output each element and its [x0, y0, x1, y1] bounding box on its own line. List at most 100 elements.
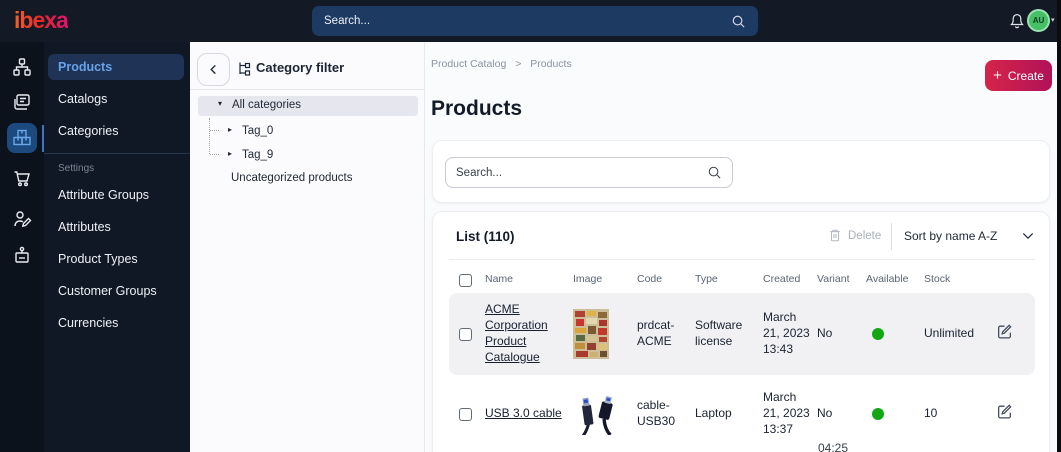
- column-header-variant: Variant: [817, 273, 850, 286]
- global-search[interactable]: [312, 6, 758, 36]
- sidebar-item-label: Customer Groups: [58, 284, 157, 298]
- column-header-code: Code: [637, 273, 663, 286]
- edit-icon[interactable]: [996, 403, 1013, 420]
- tree-connector: [210, 130, 219, 131]
- table-row[interactable]: USB 3.0 cable: [449, 375, 1035, 452]
- sidebar-item-label: Product Types: [58, 252, 138, 266]
- panel-title: Category filter: [256, 60, 345, 75]
- product-type: Software license: [695, 318, 743, 348]
- desktop-edge: [1057, 0, 1061, 452]
- caret-right-icon[interactable]: ▸: [228, 149, 233, 158]
- category-tree-icon: [239, 62, 251, 76]
- sitemap-icon[interactable]: [12, 57, 32, 77]
- tree-item-tag-9[interactable]: ▸ Tag_9: [198, 146, 418, 166]
- product-code: cable-USB30: [637, 398, 676, 428]
- settings-section-label: Settings: [58, 163, 95, 174]
- tree-item-label: Uncategorized products: [231, 172, 353, 184]
- sidebar-item-currencies[interactable]: Currencies: [58, 316, 118, 330]
- sidebar-item-label: Catalogs: [58, 92, 108, 106]
- product-search-input[interactable]: [456, 166, 707, 179]
- column-header-type: Type: [695, 273, 718, 286]
- sidebar-item-label: Products: [58, 60, 113, 74]
- tree-item-uncategorized-products[interactable]: Uncategorized products: [198, 169, 418, 189]
- caret-down-icon[interactable]: ▾: [218, 99, 223, 108]
- usb-cable-thumbnail: [573, 393, 619, 435]
- product-variant: No: [817, 406, 833, 421]
- ibexa-logo[interactable]: ibexa: [14, 7, 69, 33]
- main-content: Product Catalog > Products + Create Prod…: [425, 42, 1057, 452]
- badge-icon[interactable]: [12, 245, 32, 265]
- active-module-indicator: [42, 125, 44, 152]
- delete-button[interactable]: Delete: [828, 228, 881, 243]
- caret-right-icon[interactable]: ▸: [228, 125, 233, 134]
- acme-product-catalogue-thumbnail: [573, 309, 609, 359]
- select-all-checkbox[interactable]: [459, 273, 472, 287]
- sidebar-item-catalogs[interactable]: Catalogs: [58, 92, 107, 106]
- plus-icon: +: [993, 67, 1002, 84]
- edit-icon[interactable]: [996, 323, 1013, 340]
- tree-item-label: Tag_9: [242, 149, 274, 161]
- sidebar-item-label: Currencies: [58, 316, 119, 330]
- sort-dropdown[interactable]: Sort by name A-Z: [904, 229, 1034, 243]
- row-checkbox[interactable]: [459, 407, 472, 421]
- collapse-panel-button[interactable]: [197, 53, 230, 86]
- trash-icon: [830, 229, 840, 242]
- sidebar-item-customer-groups[interactable]: Customer Groups: [58, 284, 157, 298]
- top-bar: ibexa AU ▾: [0, 0, 1057, 42]
- notifications-bell-icon[interactable]: [1008, 11, 1026, 30]
- sidebar-item-attributes[interactable]: Attributes: [58, 220, 111, 234]
- table-row[interactable]: ACME Corporation Product Catalogue: [449, 293, 1035, 375]
- sidebar-item-label: Attribute Groups: [58, 188, 150, 202]
- chevron-down-icon: [1022, 233, 1034, 239]
- user-menu-caret-icon[interactable]: ▾: [1051, 17, 1055, 24]
- product-search[interactable]: [445, 157, 733, 188]
- breadcrumb-separator: >: [515, 58, 522, 70]
- sidebar-item-product-types[interactable]: Product Types: [58, 252, 138, 266]
- user-edit-icon[interactable]: [12, 209, 32, 229]
- products-table: Name Image Code Type Created Variant Ava…: [449, 267, 1035, 452]
- table-header-row: Name Image Code Type Created Variant Ava…: [449, 267, 1035, 293]
- panel-divider: [190, 89, 425, 90]
- user-avatar[interactable]: AU: [1027, 9, 1050, 32]
- product-stock: 10: [924, 406, 938, 421]
- column-header-available: Available: [866, 273, 909, 286]
- column-header-image: Image: [573, 273, 603, 286]
- product-list-card: List (110) Delete Sort by name A-Z Name: [432, 211, 1050, 452]
- product-code: prdcat-ACME: [637, 318, 675, 348]
- breadcrumb: Product Catalog > Products: [431, 58, 578, 70]
- sidebar-item-label: Attributes: [58, 220, 111, 234]
- breadcrumb-products[interactable]: Products: [530, 58, 572, 70]
- row-checkbox[interactable]: [459, 327, 472, 341]
- product-stock: Unlimited: [924, 326, 975, 341]
- search-icon: [708, 166, 721, 179]
- commerce-boxes-icon[interactable]: [12, 128, 32, 148]
- sidebar-item-label: Categories: [58, 124, 119, 138]
- column-header-stock: Stock: [924, 273, 951, 286]
- category-filter-panel: Category filter ▾ All categories ▸ Tag_0…: [190, 42, 425, 452]
- product-created: March 21, 2023 13:43: [763, 310, 810, 356]
- sidebar-item-products[interactable]: Products: [48, 54, 184, 80]
- sort-dropdown-value: Sort by name A-Z: [904, 229, 998, 243]
- tree-connector: [209, 118, 210, 154]
- global-search-input[interactable]: [324, 15, 731, 27]
- content-pages-icon[interactable]: [12, 92, 32, 112]
- sidebar: Products Catalogs Categories Settings At…: [0, 42, 190, 452]
- tree-item-all-categories[interactable]: ▾ All categories: [198, 96, 418, 116]
- product-name-link[interactable]: USB 3.0 cable: [485, 406, 562, 421]
- menu-divider: [44, 153, 190, 154]
- available-status-dot: [872, 408, 884, 420]
- avatar-initials: AU: [1032, 16, 1045, 25]
- create-button-label: Create: [1007, 68, 1044, 83]
- cart-icon[interactable]: [12, 168, 32, 188]
- tree-item-tag-0[interactable]: ▸ Tag_0: [198, 122, 418, 142]
- product-variant: No: [817, 326, 833, 341]
- product-created: March 21, 2023 13:37: [763, 390, 810, 436]
- tree-item-label: All categories: [232, 99, 302, 111]
- chevron-left-icon: [210, 64, 216, 75]
- list-divider: [449, 259, 1035, 260]
- create-button[interactable]: + Create: [985, 60, 1052, 91]
- breadcrumb-product-catalog[interactable]: Product Catalog: [431, 58, 507, 70]
- sidebar-item-categories[interactable]: Categories: [58, 124, 118, 138]
- product-name-link[interactable]: ACME Corporation Product Catalogue: [485, 302, 548, 364]
- sidebar-item-attribute-groups[interactable]: Attribute Groups: [58, 188, 149, 202]
